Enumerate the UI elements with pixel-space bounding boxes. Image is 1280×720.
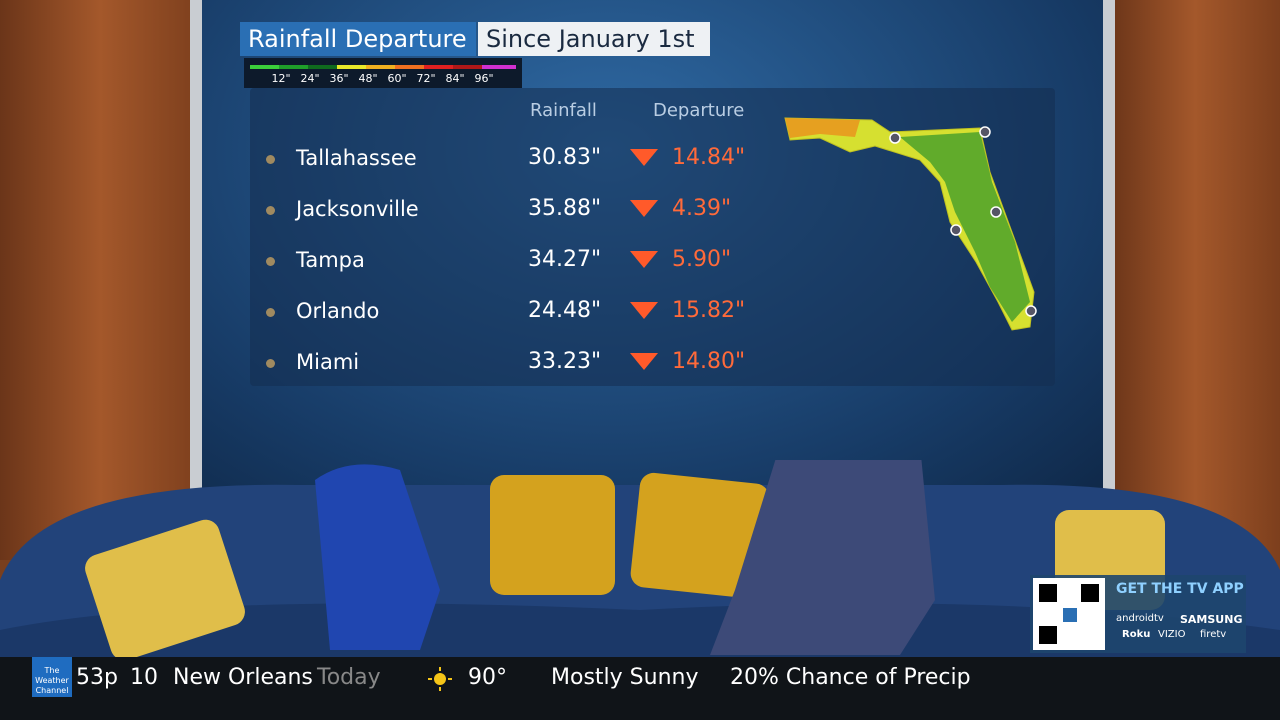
florida-map xyxy=(784,117,1037,331)
legend-label: 60" xyxy=(387,72,406,85)
wall xyxy=(0,0,200,560)
row-bullet xyxy=(266,257,275,266)
departure-arrow xyxy=(630,251,658,268)
promo-title: GET THE TV APP xyxy=(1116,581,1244,597)
title: Rainfall Departure xyxy=(240,22,476,56)
city: New Orleans xyxy=(173,665,313,690)
platform: VIZIO xyxy=(1158,629,1186,640)
legend-label: 84" xyxy=(445,72,464,85)
row-bullet xyxy=(266,308,275,317)
temperature: 53p xyxy=(76,665,118,690)
subtitle: Since January 1st xyxy=(478,22,710,56)
platform: androidtv xyxy=(1116,613,1164,624)
qr-code xyxy=(1033,578,1105,650)
departure: 4.39" xyxy=(672,196,732,221)
legend-label: 36" xyxy=(329,72,348,85)
legend-swatches xyxy=(250,65,516,69)
departure: 5.90" xyxy=(672,247,732,272)
departure-arrow xyxy=(630,149,658,166)
departure-arrow xyxy=(630,200,658,217)
legend-label: 48" xyxy=(358,72,377,85)
condition: Mostly Sunny xyxy=(551,665,699,690)
row-bullet xyxy=(266,155,275,164)
legend-svg: 12" 24" 36" 48" 60" 72" 84" 96" xyxy=(250,65,516,85)
column-header: Rainfall xyxy=(530,100,597,121)
departure: 14.80" xyxy=(672,349,746,374)
platform: firetv xyxy=(1200,629,1227,640)
legend-label: 12" xyxy=(271,72,290,85)
sun-icon xyxy=(428,667,452,691)
city: Orlando xyxy=(296,299,380,323)
departure-arrow xyxy=(630,302,658,319)
platform: SAMSUNG xyxy=(1180,613,1243,626)
rainfall: 34.27" xyxy=(528,247,602,272)
period: Today xyxy=(317,665,381,690)
city: Jacksonville xyxy=(296,197,419,221)
legend-label: 72" xyxy=(416,72,435,85)
legend-label: 96" xyxy=(474,72,493,85)
city: Tallahassee xyxy=(296,146,417,170)
city: Miami xyxy=(296,350,360,374)
studio-scene xyxy=(0,460,1280,660)
row-bullet xyxy=(266,359,275,368)
legend: 12" 24" 36" 48" 60" 72" 84" 96" xyxy=(244,58,522,88)
rainfall: 35.88" xyxy=(528,196,602,221)
app-promo: GET THE TV APP androidtv SAMSUNG Roku VI… xyxy=(1030,575,1246,653)
departure-arrow xyxy=(630,353,658,370)
rainfall: 24.48" xyxy=(528,298,602,323)
rainfall: 33.23" xyxy=(528,349,602,374)
high: 90° xyxy=(468,665,507,690)
ticker: The Weather Channel 53p 10 New Orleans T… xyxy=(0,657,1280,720)
logo: The Weather Channel xyxy=(32,657,72,697)
row-bullet xyxy=(266,206,275,215)
wall xyxy=(1110,0,1280,560)
city: Tampa xyxy=(296,248,365,272)
departure: 14.84" xyxy=(672,145,746,170)
platform: Roku xyxy=(1122,629,1151,640)
departure: 15.82" xyxy=(672,298,746,323)
column-header: Departure xyxy=(653,100,745,121)
time: 10 xyxy=(130,665,158,690)
precip: 20% Chance of Precip xyxy=(730,665,971,690)
rainfall: 30.83" xyxy=(528,145,602,170)
legend-label: 24" xyxy=(300,72,319,85)
